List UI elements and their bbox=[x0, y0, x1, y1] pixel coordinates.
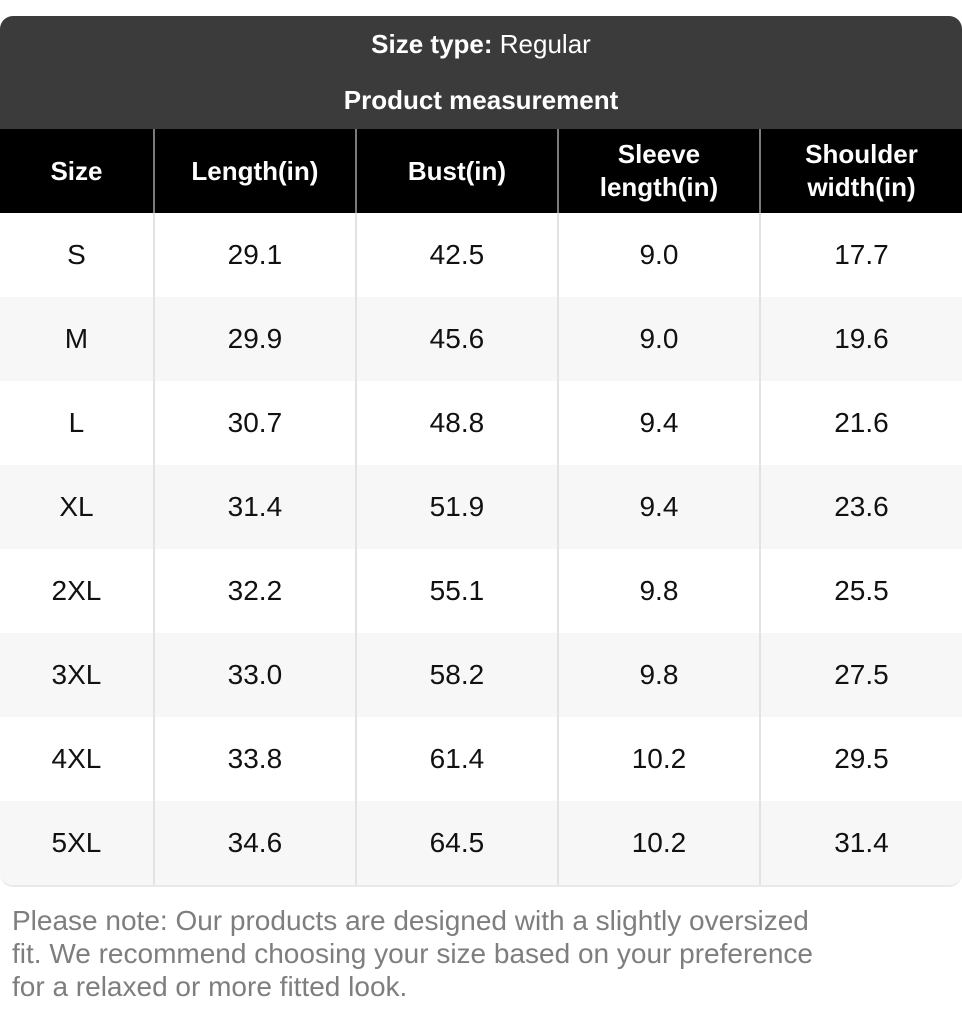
table-row-m: M 29.9 45.6 9.0 19.6 bbox=[0, 297, 962, 381]
table-header-row: Size Length(in) Bust(in) Sleeve length(i… bbox=[0, 129, 962, 213]
table-row-2xl: 2XL 32.2 55.1 9.8 25.5 bbox=[0, 549, 962, 633]
size-type-value: Regular bbox=[499, 29, 591, 59]
panel-title: Product measurement bbox=[343, 85, 619, 115]
column-header-shoulder-width: Shoulder width(in) bbox=[759, 129, 962, 213]
table-cell: 9.0 bbox=[557, 297, 761, 381]
column-header-sleeve-length: Sleeve length(in) bbox=[557, 129, 761, 213]
note-text: Please note: Our products are designed w… bbox=[12, 904, 952, 1003]
table-row-xl: XL 31.4 51.9 9.4 23.6 bbox=[0, 465, 962, 549]
table-cell: 58.2 bbox=[355, 633, 559, 717]
table-cell: 10.2 bbox=[557, 801, 761, 885]
table-cell: 48.8 bbox=[355, 381, 559, 465]
table-row-4xl: 4XL 33.8 61.4 10.2 29.5 bbox=[0, 717, 962, 801]
table-cell: 33.0 bbox=[153, 633, 357, 717]
table-cell: 51.9 bbox=[355, 465, 559, 549]
table-row-s: S 29.1 42.5 9.0 17.7 bbox=[0, 213, 962, 297]
table-cell: 29.1 bbox=[153, 213, 357, 297]
table-cell: 45.6 bbox=[355, 297, 559, 381]
size-type-line: Size type: Regular bbox=[0, 29, 962, 59]
table-cell: 10.2 bbox=[557, 717, 761, 801]
table-cell: 31.4 bbox=[759, 801, 962, 885]
table-cell: 29.9 bbox=[153, 297, 357, 381]
size-cell: 3XL bbox=[0, 633, 155, 717]
size-cell: 2XL bbox=[0, 549, 155, 633]
table-cell: 27.5 bbox=[759, 633, 962, 717]
table-cell: 34.6 bbox=[153, 801, 357, 885]
table-cell: 23.6 bbox=[759, 465, 962, 549]
table-cell: 9.4 bbox=[557, 465, 761, 549]
table-row-5xl: 5XL 34.6 64.5 10.2 31.4 bbox=[0, 801, 962, 885]
size-chart-header: Size type: Regular Product measurement bbox=[0, 16, 962, 129]
size-cell: M bbox=[0, 297, 155, 381]
size-cell: XL bbox=[0, 465, 155, 549]
column-header-bust: Bust(in) bbox=[355, 129, 559, 213]
table-cell: 42.5 bbox=[355, 213, 559, 297]
table-cell: 32.2 bbox=[153, 549, 357, 633]
table-cell: 55.1 bbox=[355, 549, 559, 633]
size-type-label: Size type: bbox=[371, 29, 493, 59]
size-cell: L bbox=[0, 381, 155, 465]
table-cell: 9.4 bbox=[557, 381, 761, 465]
table-cell: 9.0 bbox=[557, 213, 761, 297]
size-cell: 4XL bbox=[0, 717, 155, 801]
table-cell: 17.7 bbox=[759, 213, 962, 297]
table-cell: 29.5 bbox=[759, 717, 962, 801]
table-cell: 61.4 bbox=[355, 717, 559, 801]
column-header-length: Length(in) bbox=[153, 129, 357, 213]
measurement-table-wrap: Size Length(in) Bust(in) Sleeve length(i… bbox=[0, 129, 962, 887]
table-row-l: L 30.7 48.8 9.4 21.6 bbox=[0, 381, 962, 465]
size-chart-card: Size type: Regular Product measurement S… bbox=[0, 16, 962, 887]
table-cell: 9.8 bbox=[557, 549, 761, 633]
table-cell: 21.6 bbox=[759, 381, 962, 465]
table-row-3xl: 3XL 33.0 58.2 9.8 27.5 bbox=[0, 633, 962, 717]
table-cell: 19.6 bbox=[759, 297, 962, 381]
size-cell: S bbox=[0, 213, 155, 297]
note-line: for a relaxed or more fitted look. bbox=[12, 971, 408, 1002]
table-cell: 30.7 bbox=[153, 381, 357, 465]
table-cell: 31.4 bbox=[153, 465, 357, 549]
column-header-size: Size bbox=[0, 129, 155, 213]
measurement-table: Size Length(in) Bust(in) Sleeve length(i… bbox=[0, 129, 962, 885]
note-line: fit. We recommend choosing your size bas… bbox=[12, 938, 814, 969]
table-cell: 64.5 bbox=[355, 801, 559, 885]
size-cell: 5XL bbox=[0, 801, 155, 885]
note-line: Please note: Our products are designed w… bbox=[12, 905, 809, 936]
table-cell: 33.8 bbox=[153, 717, 357, 801]
table-cell: 25.5 bbox=[759, 549, 962, 633]
table-cell: 9.8 bbox=[557, 633, 761, 717]
